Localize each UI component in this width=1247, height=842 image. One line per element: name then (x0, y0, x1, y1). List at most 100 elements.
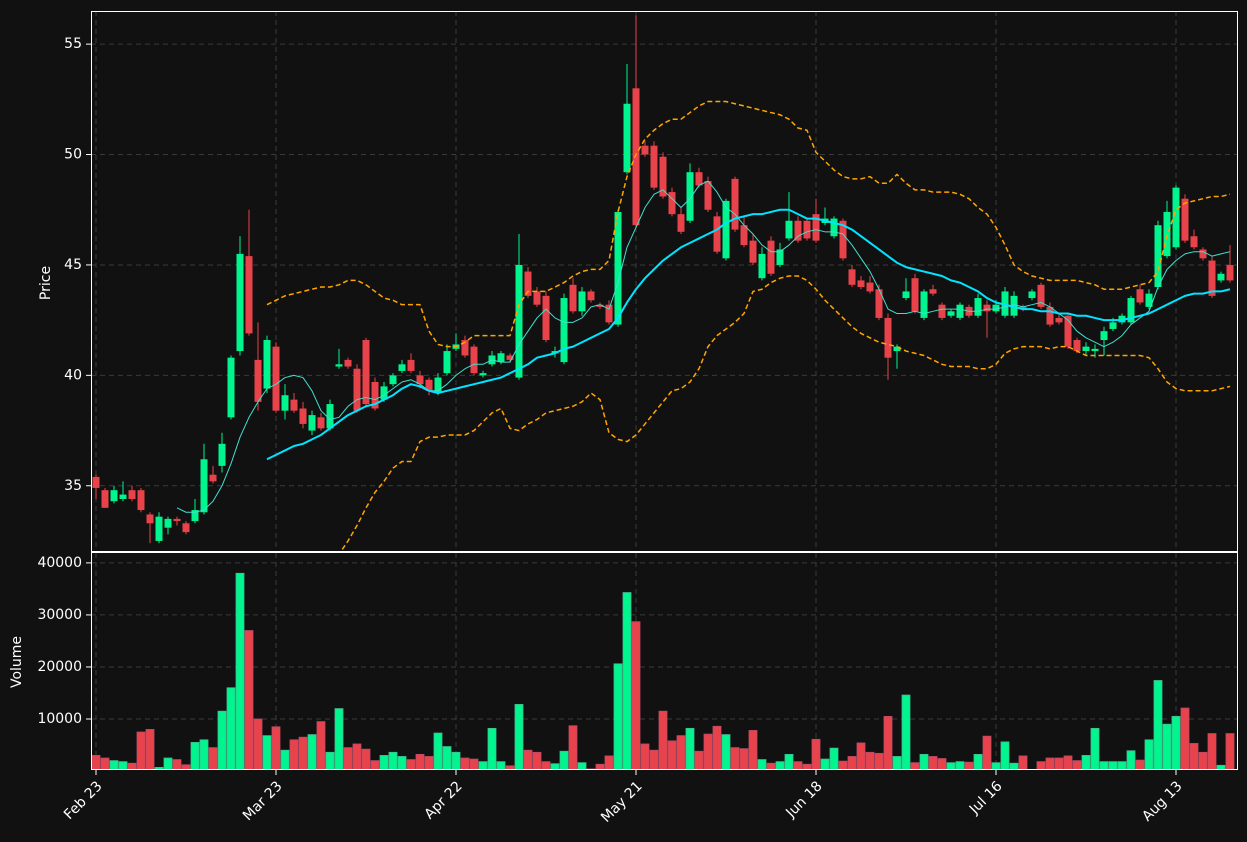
candle-body (416, 375, 424, 385)
candle-body (461, 340, 469, 356)
candle-body (1190, 236, 1198, 248)
candle-body (911, 278, 919, 312)
candle-body (767, 240, 775, 274)
candle-body (758, 253, 766, 279)
candle-body (209, 474, 217, 482)
candle-body (1064, 315, 1072, 347)
candle-body (992, 304, 1000, 312)
volume-bar (478, 761, 488, 770)
volume-bar (829, 747, 839, 770)
candle-body (983, 304, 991, 312)
candle-body (542, 295, 550, 341)
candle-body (425, 379, 433, 391)
candle-body (200, 459, 208, 513)
volume-bar (928, 756, 938, 770)
volume-bar (433, 732, 443, 770)
candle-body (371, 381, 379, 409)
volume-bar (361, 748, 371, 770)
volume-bar (496, 761, 506, 770)
candle-body (803, 220, 811, 239)
volume-tick-label: 40000 (37, 555, 82, 571)
volume-bar (982, 735, 992, 770)
volume-bar (1144, 739, 1154, 770)
candle-body (254, 359, 262, 402)
candle-body (155, 516, 163, 541)
volume-bar (136, 731, 146, 770)
volume-bar (901, 694, 911, 770)
volume-bar (955, 761, 965, 770)
candle-body (857, 280, 865, 288)
candle-body (128, 490, 136, 500)
volume-bar (892, 756, 902, 770)
volume-bar (1162, 723, 1172, 770)
candle-body (245, 256, 253, 334)
candle-body (695, 172, 703, 186)
ma-line (266, 208, 1231, 461)
candle-body (1001, 291, 1009, 316)
candle-body (1145, 293, 1153, 307)
candle-body (1055, 317, 1063, 323)
candle-body (119, 494, 127, 500)
candle-body (1154, 225, 1162, 288)
y-tick-label: 50 (64, 147, 82, 163)
volume-bar (1126, 750, 1136, 770)
volume-bar (1153, 680, 1163, 770)
volume-bar (415, 753, 425, 770)
candle-body (1217, 273, 1225, 281)
volume-bar (757, 759, 767, 770)
volume-bar (649, 749, 659, 770)
volume-bar (730, 747, 740, 770)
candle-body (1199, 249, 1207, 259)
candle-body (686, 172, 694, 221)
volume-bar (1207, 733, 1217, 770)
volume-bar (487, 727, 497, 770)
candle-body (407, 359, 415, 371)
band-line (339, 275, 1231, 552)
candle-body (956, 304, 964, 318)
candle-body (830, 218, 838, 237)
candle-body (137, 490, 145, 511)
candle-body (677, 214, 685, 232)
candle-body (389, 375, 397, 385)
candle-body (731, 178, 739, 230)
volume-bar (298, 736, 308, 770)
candle-body (1091, 348, 1099, 352)
y-tick-label: 55 (64, 36, 82, 52)
candle-body (974, 298, 982, 316)
volume-bar (280, 749, 290, 770)
volume-bar (217, 710, 227, 770)
candle-body (173, 518, 181, 522)
candle-body (632, 88, 640, 226)
volume-bar (172, 759, 182, 770)
volume-bar (568, 725, 578, 770)
candle-body (146, 514, 154, 524)
candle-body (1010, 295, 1018, 316)
volume-bar (919, 753, 929, 770)
volume-bar (1054, 757, 1064, 770)
volume-bar (1000, 741, 1010, 770)
candle-body (1109, 322, 1117, 329)
volume-bar (856, 742, 866, 770)
volume-bar (1108, 761, 1118, 770)
candle-body (785, 220, 793, 239)
candle-body (272, 346, 280, 411)
volume-bar (1189, 743, 1199, 770)
candle-body (1019, 306, 1027, 310)
candle-body (839, 220, 847, 259)
volume-bar (622, 592, 632, 770)
candle-body (569, 284, 577, 312)
volume-bar (1225, 733, 1235, 770)
volume-axis-label: Volume (9, 636, 25, 688)
candle-body (659, 156, 667, 197)
volume-bar (145, 729, 155, 770)
candle-body (110, 490, 118, 502)
candle-body (812, 214, 820, 241)
volume-bar (1198, 751, 1208, 770)
candle-body (506, 355, 514, 360)
plot-area (91, 15, 1235, 770)
volume-bar (577, 762, 587, 770)
volume-bar (973, 753, 983, 770)
volume-bar (397, 756, 407, 770)
volume-bar (541, 761, 551, 770)
candle-body (740, 225, 748, 246)
